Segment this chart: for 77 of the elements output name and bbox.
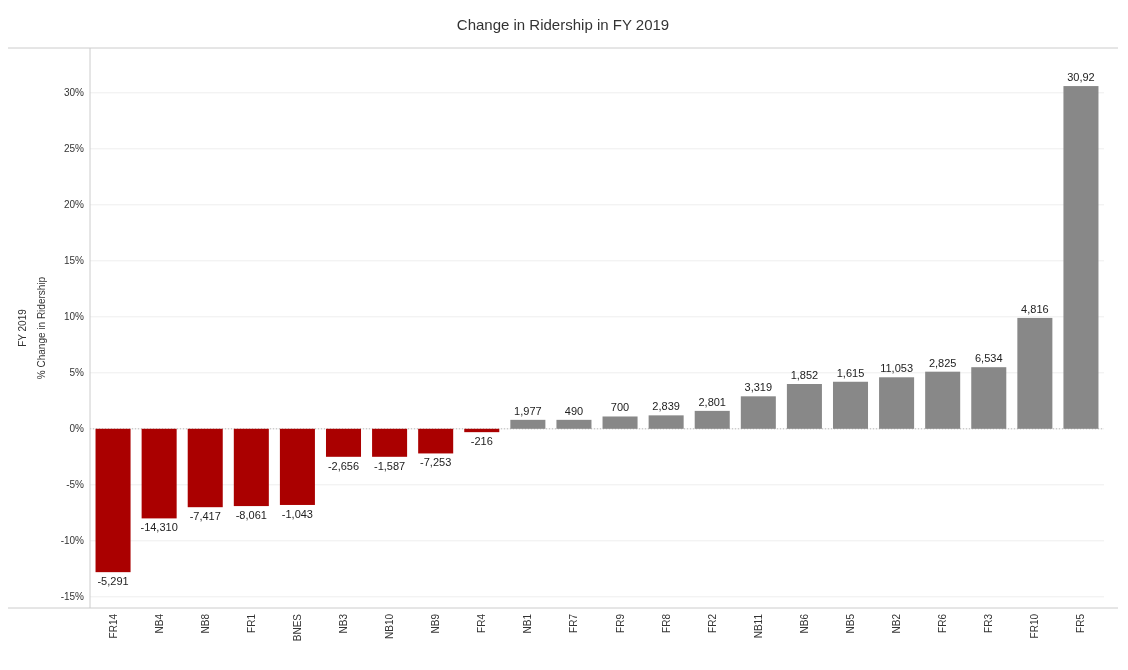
annotation: 2,825 [928, 356, 957, 369]
x-tick-label: NB8 [199, 613, 211, 634]
x-tick-label: FR8 [660, 613, 672, 633]
bar [418, 428, 454, 454]
bar [602, 416, 638, 429]
y-tick-label: 20% [63, 199, 85, 211]
annotation: -2,656 [327, 459, 360, 472]
annotation: -1,043 [281, 507, 314, 520]
y-tick-label: 10% [63, 311, 85, 323]
bar [740, 396, 776, 429]
bar [233, 428, 269, 507]
x-tick-label: FR5 [1075, 613, 1087, 633]
annotation: -8,061 [235, 509, 267, 522]
y-tick-label: 25% [63, 143, 85, 155]
bar [786, 384, 822, 429]
y-tick-label: 15% [63, 255, 85, 267]
bar [141, 428, 177, 519]
x-tick-label: NB2 [891, 613, 903, 634]
y-axis-title: FY 2019 % Change in Ridership [17, 276, 47, 380]
x-tick-label: FR1 [245, 613, 257, 633]
x-tick-label: NB4 [153, 613, 165, 634]
annotation: 700 [610, 401, 630, 414]
x-tick-label: FR2 [706, 613, 718, 633]
y-tick-label: 5% [69, 367, 85, 379]
x-tick-label: FR6 [937, 613, 949, 633]
annotation: 11,053 [880, 362, 913, 375]
annotation: -7,253 [420, 456, 452, 469]
x-tick-label: NB11 [752, 613, 764, 639]
bar [971, 367, 1007, 429]
chart-title: Change in Ridership in FY 2019 [456, 16, 670, 33]
bar [187, 428, 223, 508]
annotation: 6,534 [975, 352, 1003, 365]
y-tick-label: -15% [60, 591, 85, 603]
bar [510, 419, 546, 429]
bar [832, 381, 869, 429]
x-tick-label: FR7 [568, 613, 580, 633]
annotation: 490 [564, 404, 584, 417]
annotation: -216 [470, 435, 493, 448]
y-tick-label: 0% [69, 423, 85, 435]
bar [372, 428, 408, 457]
bar [556, 419, 592, 429]
x-tick-label: FR3 [983, 613, 995, 633]
annotation: -1,587 [373, 459, 406, 472]
annotation: 30,92 [1067, 71, 1095, 84]
x-tick-label: FR14 [107, 613, 119, 639]
bar [95, 428, 131, 573]
x-tick-label: NB5 [845, 613, 856, 634]
annotation: -5,291 [97, 575, 129, 588]
x-tick-label: FR10 [1029, 613, 1041, 639]
x-tick-label: FR4 [476, 613, 488, 633]
annotation: 3,319 [744, 381, 773, 394]
y-tick-label: 30% [63, 87, 85, 99]
x-tick-label: FR9 [614, 613, 626, 633]
annotation: -7,417 [189, 510, 221, 523]
x-tick-label: NB9 [430, 613, 442, 634]
annotation: 2,839 [652, 400, 680, 413]
x-tick-label: NB1 [522, 613, 534, 634]
annotation: -14,310 [140, 521, 178, 534]
annotation: 4,816 [1021, 302, 1049, 315]
bar [279, 428, 315, 505]
bar [1063, 86, 1099, 429]
bar [325, 428, 362, 457]
annotation: 1,852 [790, 369, 819, 381]
bar [694, 410, 730, 429]
annotation: 2,801 [698, 395, 726, 408]
x-tick-label: NB3 [338, 613, 349, 634]
x-tick-label: BNES [291, 613, 303, 642]
bar [879, 377, 915, 429]
y-tick-label: -10% [60, 535, 85, 547]
y-tick-label: -5% [66, 479, 85, 491]
bar [1017, 317, 1053, 429]
annotation: 1,615 [836, 366, 865, 379]
x-tick-label: NB6 [798, 613, 810, 634]
x-tick-label: NB10 [384, 613, 396, 640]
bar [648, 415, 684, 429]
bar [925, 371, 961, 429]
annotation: 1,977 [514, 404, 542, 417]
